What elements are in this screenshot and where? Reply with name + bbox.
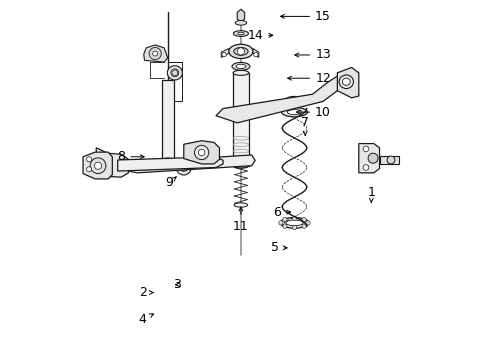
- Circle shape: [302, 217, 305, 222]
- Ellipse shape: [233, 31, 248, 36]
- Circle shape: [302, 224, 305, 228]
- Circle shape: [172, 70, 177, 76]
- Ellipse shape: [231, 63, 249, 70]
- Ellipse shape: [287, 110, 301, 114]
- Circle shape: [278, 221, 283, 225]
- Ellipse shape: [234, 163, 247, 168]
- Polygon shape: [118, 157, 223, 171]
- Ellipse shape: [162, 158, 173, 162]
- Text: 2: 2: [139, 286, 153, 299]
- Polygon shape: [216, 73, 346, 123]
- Text: 9: 9: [165, 176, 176, 189]
- Ellipse shape: [171, 69, 179, 77]
- Polygon shape: [221, 49, 228, 58]
- Bar: [162, 80, 173, 158]
- Circle shape: [292, 216, 296, 220]
- Bar: [379, 156, 398, 164]
- Circle shape: [181, 165, 186, 170]
- Ellipse shape: [176, 160, 191, 175]
- Circle shape: [86, 157, 91, 162]
- Circle shape: [282, 217, 286, 222]
- Circle shape: [363, 146, 368, 152]
- Circle shape: [282, 224, 286, 228]
- Polygon shape: [96, 148, 255, 173]
- Polygon shape: [143, 45, 167, 62]
- Ellipse shape: [281, 108, 307, 117]
- Text: 3: 3: [172, 278, 180, 291]
- Ellipse shape: [237, 32, 244, 35]
- Polygon shape: [183, 141, 219, 164]
- Polygon shape: [83, 152, 112, 179]
- Text: 11: 11: [233, 207, 248, 233]
- Text: 13: 13: [294, 49, 330, 62]
- Circle shape: [305, 221, 309, 225]
- Ellipse shape: [289, 98, 299, 102]
- Text: 8: 8: [117, 150, 144, 163]
- Polygon shape: [237, 9, 244, 22]
- Polygon shape: [91, 153, 128, 177]
- Text: 5: 5: [270, 241, 286, 255]
- Text: 10: 10: [296, 105, 330, 119]
- Circle shape: [198, 149, 204, 156]
- Ellipse shape: [233, 163, 248, 168]
- Circle shape: [222, 53, 226, 57]
- Circle shape: [237, 48, 244, 55]
- Ellipse shape: [386, 156, 394, 164]
- Circle shape: [149, 48, 161, 60]
- Ellipse shape: [167, 66, 182, 80]
- Text: 14: 14: [247, 29, 272, 42]
- Text: 6: 6: [272, 206, 290, 219]
- Ellipse shape: [234, 203, 247, 207]
- Ellipse shape: [339, 75, 353, 89]
- Circle shape: [194, 145, 208, 159]
- Polygon shape: [358, 144, 379, 173]
- Ellipse shape: [285, 96, 303, 103]
- Polygon shape: [253, 49, 258, 58]
- Ellipse shape: [235, 21, 246, 25]
- Ellipse shape: [285, 220, 303, 226]
- Bar: [233, 73, 248, 166]
- Ellipse shape: [180, 163, 187, 171]
- Ellipse shape: [233, 48, 247, 55]
- Text: 7: 7: [301, 116, 308, 135]
- Circle shape: [90, 158, 106, 174]
- Text: 1: 1: [366, 186, 374, 202]
- Ellipse shape: [280, 217, 308, 228]
- Circle shape: [152, 51, 157, 56]
- Ellipse shape: [235, 64, 245, 68]
- Circle shape: [292, 225, 296, 230]
- Circle shape: [94, 162, 102, 169]
- Circle shape: [86, 167, 91, 172]
- Polygon shape: [337, 67, 358, 98]
- Circle shape: [253, 53, 258, 57]
- Circle shape: [367, 153, 377, 163]
- Circle shape: [363, 165, 368, 170]
- Text: 4: 4: [139, 313, 153, 326]
- Text: 12: 12: [287, 72, 330, 85]
- Ellipse shape: [342, 78, 349, 85]
- Ellipse shape: [228, 44, 253, 59]
- Text: 15: 15: [280, 10, 330, 23]
- Ellipse shape: [233, 70, 248, 75]
